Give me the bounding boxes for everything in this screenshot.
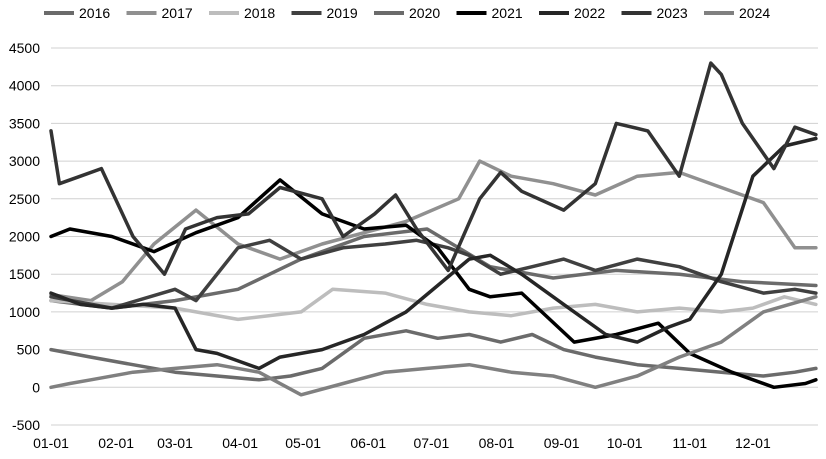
- y-tick-label: 500: [17, 342, 41, 358]
- x-tick-label: 02-01: [98, 435, 134, 451]
- series-lines: [49, 61, 818, 397]
- y-tick-label: 3000: [9, 153, 40, 169]
- y-tick-label: 1500: [9, 266, 40, 282]
- x-tick-label: 11-01: [672, 435, 707, 451]
- series-line-2016: [49, 227, 818, 310]
- series-line-2023: [49, 61, 818, 276]
- y-tick-label: 2000: [9, 229, 40, 245]
- x-tick-label: 10-01: [607, 435, 643, 451]
- legend-label-2023: 2023: [657, 5, 688, 21]
- legend-label-2024: 2024: [739, 5, 770, 21]
- series-line-2017: [49, 159, 818, 303]
- x-axis: 01-01 02-01 03-01 04-01 05-01 06-01 07-01 08-01…: [33, 435, 771, 451]
- legend-label-2018: 2018: [244, 5, 275, 21]
- series-line-2021: [49, 178, 818, 390]
- y-tick-label: -500: [12, 417, 40, 433]
- x-tick-label: 01-01: [33, 435, 69, 451]
- x-tick-label: 09-01: [544, 435, 580, 451]
- y-axis: -500 0 500 1000 1500 2000 2500 3000 3500 4000 4500: [9, 40, 40, 433]
- legend-label-2016: 2016: [79, 5, 110, 21]
- series-line-2022: [49, 136, 818, 371]
- legend-label-2019: 2019: [327, 5, 358, 21]
- legend-label-2022: 2022: [574, 5, 605, 21]
- legend-label-2020: 2020: [409, 5, 440, 21]
- series-line-2018: [49, 287, 818, 322]
- legend-label-2021: 2021: [492, 5, 523, 21]
- x-tick-label: 12-01: [735, 435, 771, 451]
- y-tick-label: 3500: [9, 115, 40, 131]
- y-tick-label: 2500: [9, 191, 40, 207]
- x-tick-label: 07-01: [413, 435, 449, 451]
- y-tick-label: 1000: [9, 304, 40, 320]
- series-line-2019: [49, 238, 818, 310]
- y-tick-label: 4000: [9, 78, 40, 94]
- x-tick-label: 08-01: [479, 435, 515, 451]
- series-line-2024: [49, 295, 818, 397]
- y-tick-label: 4500: [9, 40, 40, 56]
- series-line-2020: [49, 329, 818, 382]
- legend: 2016 2017 2018 2019 2020 2021 2022 2023 2024: [44, 5, 770, 21]
- x-tick-label: 05-01: [285, 435, 321, 451]
- legend-label-2017: 2017: [162, 5, 193, 21]
- y-tick-label: 0: [32, 379, 40, 395]
- x-tick-label: 04-01: [222, 435, 258, 451]
- x-tick-label: 06-01: [350, 435, 386, 451]
- x-tick-label: 03-01: [157, 435, 193, 451]
